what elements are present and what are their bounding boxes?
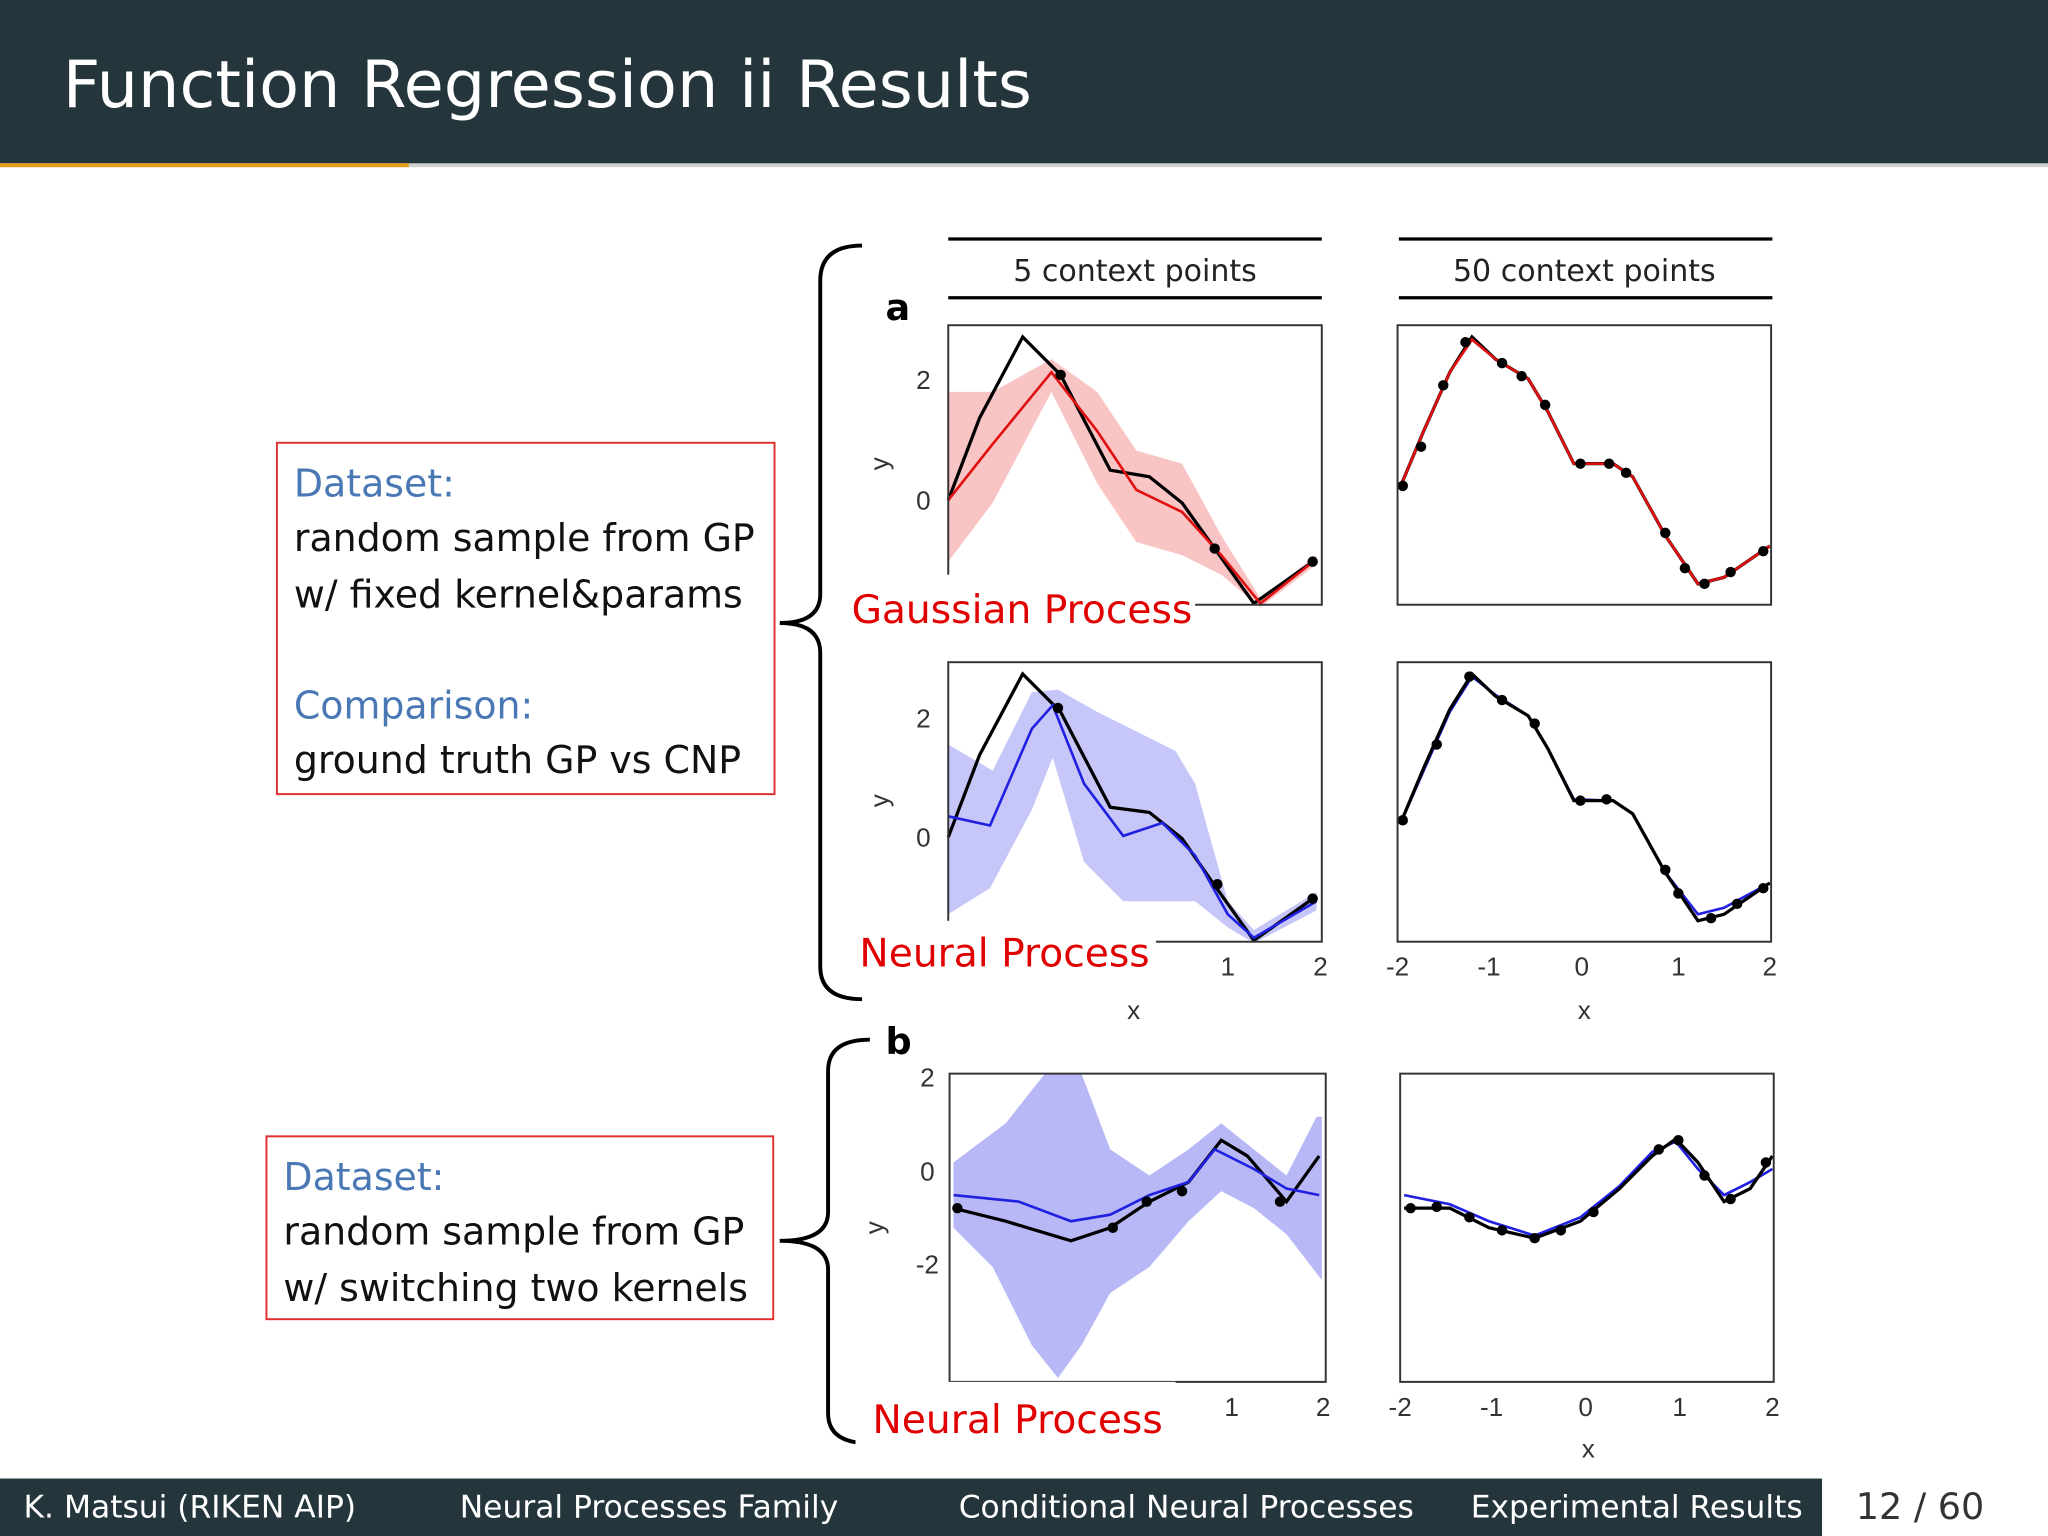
tick-label: -1	[1480, 1392, 1503, 1422]
plot-gp-5	[946, 324, 1323, 608]
plot-b-many	[1399, 1072, 1775, 1383]
tick-label: -2	[1389, 1392, 1412, 1422]
panel-label: b	[886, 1020, 912, 1063]
box-line: ground truth GP vs CNP	[294, 738, 741, 782]
tick-label: y	[859, 1221, 889, 1234]
header-bar	[0, 0, 2048, 166]
tick-label: y	[864, 794, 894, 807]
box-line: w/ switching two kernels	[283, 1266, 748, 1310]
footer-bar	[0, 1478, 1823, 1536]
box	[275, 441, 776, 796]
box-line: Comparison:	[294, 683, 533, 727]
method-label: Neural Process	[872, 1398, 1162, 1443]
tick-label: 2	[1313, 952, 1328, 982]
tick-label: -1	[1477, 952, 1500, 982]
tick-label: -2	[1386, 952, 1409, 982]
footer: K. Matsui (RIKEN AIP) Neural Processes Fa…	[24, 1490, 1803, 1526]
box-text: Dataset: random sample from GP w/ fixed ke…	[294, 461, 755, 782]
box-line: Dataset:	[283, 1155, 444, 1199]
footer-item: K. Matsui (RIKEN AIP)	[24, 1490, 357, 1526]
tick-label: 2	[920, 1063, 935, 1093]
method-label: Neural Process	[859, 932, 1149, 977]
box-line: random sample from GP	[283, 1210, 744, 1254]
column-title: 50 context points	[1453, 254, 1716, 289]
tick-label: y	[864, 457, 894, 470]
label-backdrop	[855, 1381, 1176, 1461]
tick-label: 2	[1763, 952, 1778, 982]
plot-gp-50	[1396, 324, 1773, 606]
plot-np-5	[946, 661, 1323, 944]
tick-label: 2	[916, 704, 931, 734]
header-rule	[0, 163, 2048, 168]
tick-label: 0	[1574, 952, 1589, 982]
tick-label: 2	[916, 365, 931, 395]
tick-label: 0	[1578, 1392, 1593, 1422]
tick-labels: 2 0 2 0 2 0 -2 y y y 1 2 1 2 -2 -1 0 1 2 -2 -1 0 1 2 x x x	[859, 365, 1780, 1463]
tick-label: 1	[1671, 952, 1686, 982]
tick-label: 0	[916, 485, 931, 515]
label-backdrop	[835, 574, 1196, 634]
footer-item: Experimental Results	[1471, 1490, 1803, 1526]
page-number: 12 / 60	[1856, 1485, 1985, 1528]
box-line: Dataset:	[294, 461, 455, 505]
tick-label: x	[1127, 995, 1140, 1025]
tick-label: 2	[1765, 1392, 1780, 1422]
footer-item: Neural Processes Family	[460, 1490, 839, 1526]
tick-label: 1	[1220, 952, 1235, 982]
box-line: w/ fixed kernel&params	[294, 572, 743, 616]
tick-label: 0	[920, 1157, 935, 1187]
method-label: Gaussian Process	[852, 588, 1193, 633]
column-title: 5 context points	[1013, 254, 1257, 289]
label-backdrop	[842, 920, 1156, 980]
header-accent	[0, 163, 409, 168]
plot-np-50	[1396, 661, 1773, 943]
tick-label: -2	[916, 1249, 939, 1279]
tick-label: 1	[1672, 1392, 1687, 1422]
footer-item: Conditional Neural Processes	[959, 1490, 1414, 1526]
tick-label: 0	[916, 822, 931, 852]
box	[265, 1135, 775, 1321]
tick-label: x	[1578, 995, 1591, 1025]
tick-label: x	[1582, 1434, 1595, 1464]
tick-label: 1	[1224, 1392, 1239, 1422]
brace	[779, 1037, 870, 1446]
slide-title: Function Regression ii Results	[63, 47, 1032, 123]
brace	[779, 243, 863, 1002]
panel-label: a	[886, 286, 911, 329]
box-text: Dataset: random sample from GP w/ switchin…	[283, 1155, 748, 1310]
plot-b-few	[948, 1072, 1327, 1383]
box-line: random sample from GP	[294, 516, 755, 560]
tick-label: 2	[1316, 1392, 1331, 1422]
